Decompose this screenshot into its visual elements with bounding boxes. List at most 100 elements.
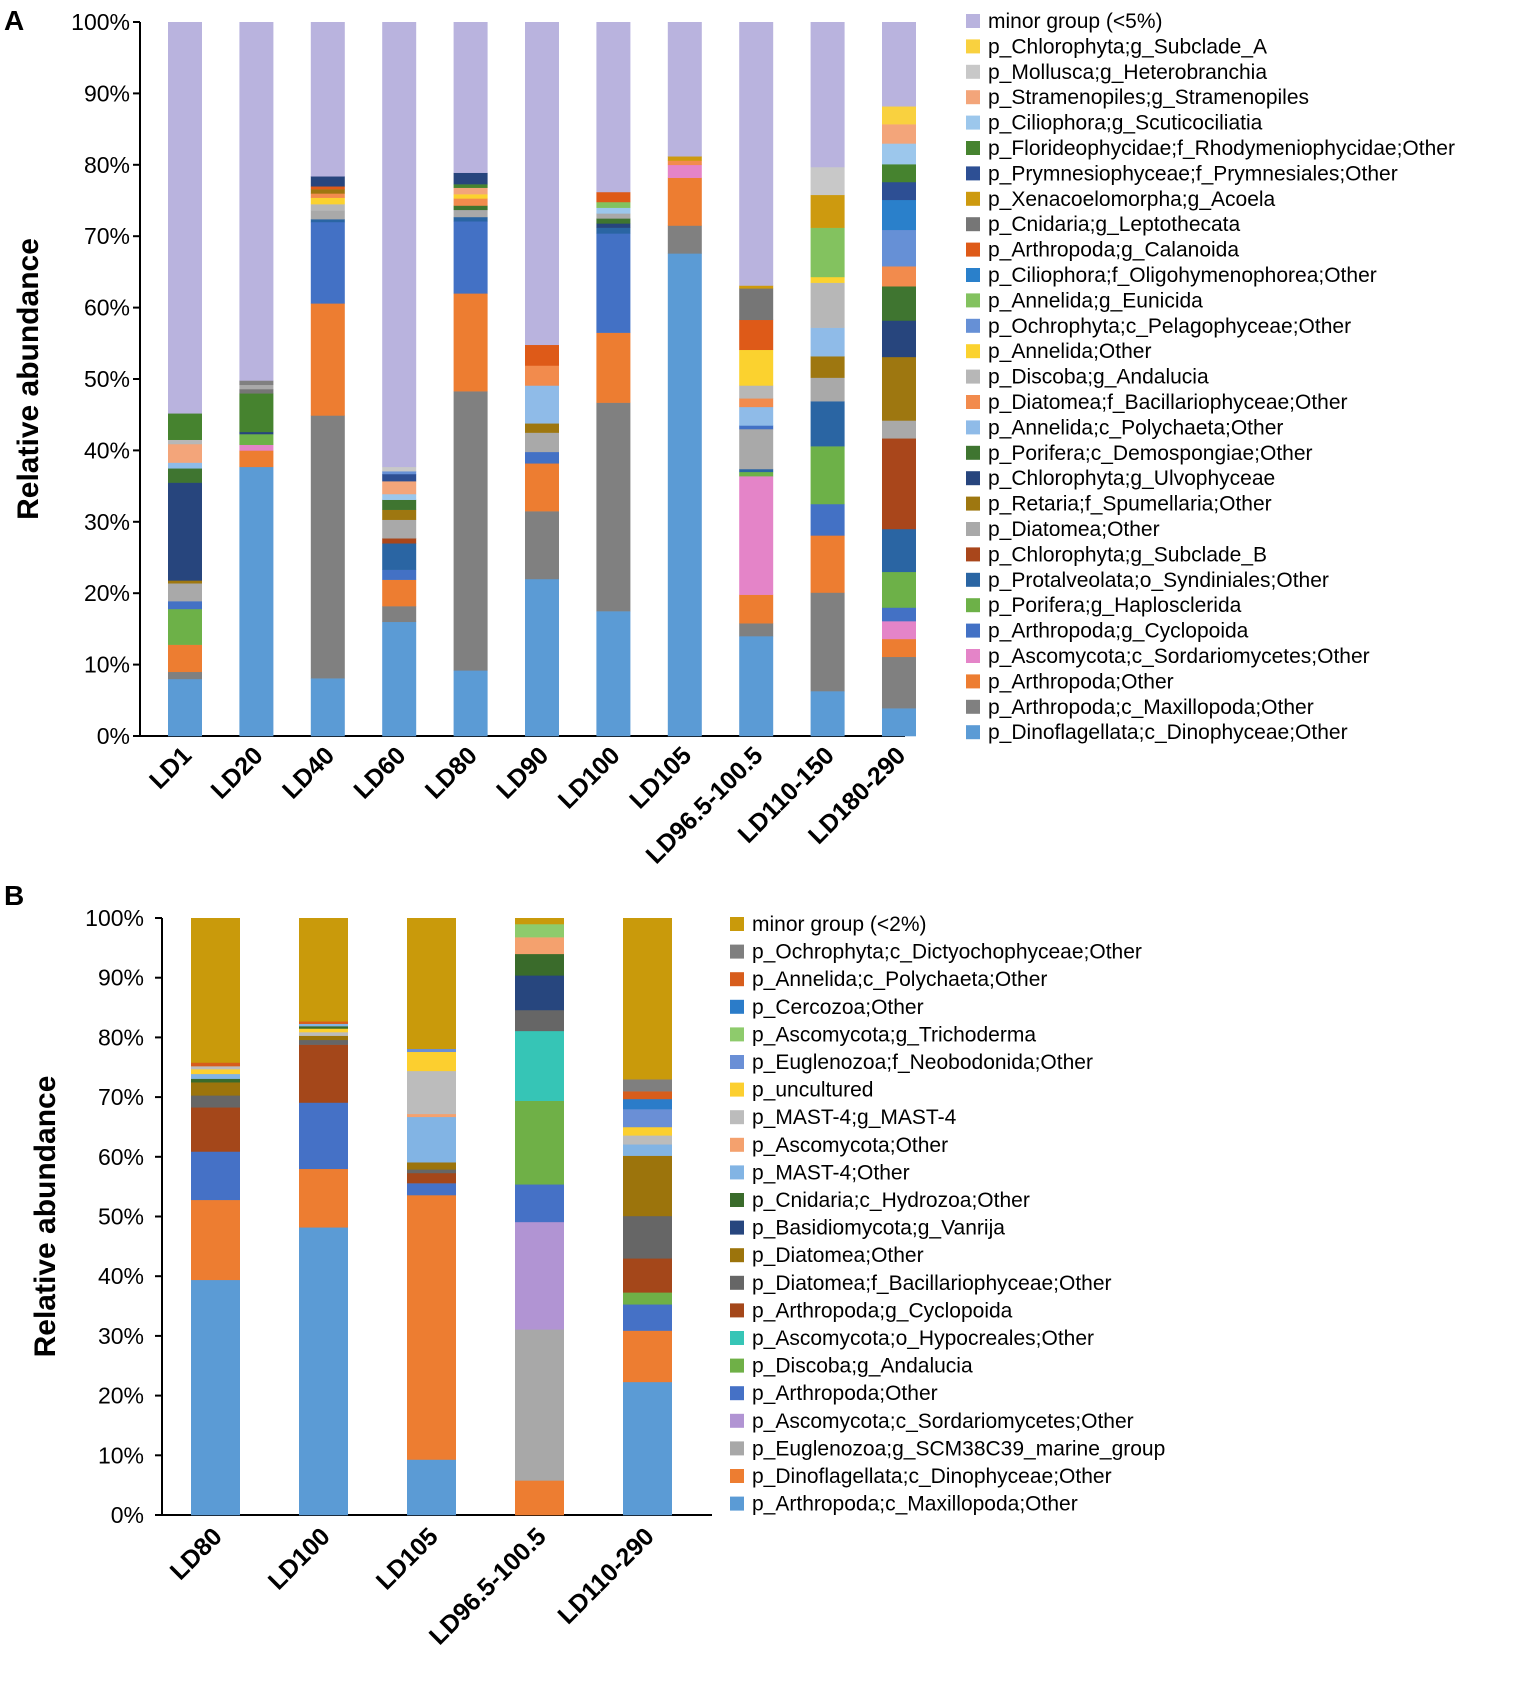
bar-segment-p-diatomea-f-bacillariophyceae-other [515, 1009, 564, 1032]
legend-label: p_Arthropoda;g_Cyclopoida [988, 620, 1249, 643]
legend-label: p_Arthropoda;g_Cyclopoida [752, 1299, 1013, 1322]
legend-item: minor group (<2%) [730, 913, 927, 936]
bar-segment-p-dinoflagellata-c-dinophyceae-other [453, 670, 488, 737]
legend-swatch [966, 725, 980, 740]
stacked-bar-ld110-150 [810, 22, 845, 737]
y-tick-label: 90% [84, 80, 130, 106]
bar-segment-p-stramenopiles-g-stramenopiles [882, 124, 916, 144]
legend-item: p_Cercozoa;Other [730, 996, 924, 1019]
bar-segment-p-diatomea-other [739, 428, 774, 470]
bar-segment-p-arthropoda-other [667, 177, 702, 226]
legend-item: p_Cnidaria;g_Leptothecata [966, 213, 1241, 236]
bar-segment-p-arthropoda-g-cyclopoida [739, 425, 774, 430]
x-tick-label: LD110-290 [552, 1522, 659, 1629]
bar-segment-p-chlorophyta-g-subclade-b [382, 538, 417, 544]
y-tick-label: 100% [71, 9, 130, 35]
y-tick-label: 10% [84, 652, 130, 678]
legend-swatch [730, 1027, 744, 1042]
bar-segment-p-dinoflagellata-c-dinophyceae-other [882, 708, 916, 737]
legend-swatch [966, 217, 980, 232]
bar-segment-p-mast-4-g-mast-4 [407, 1070, 456, 1115]
stacked-bar-ld100 [596, 22, 631, 737]
bar-segment-p-porifera-c-demospongiae-other [596, 218, 631, 224]
y-tick-label: 30% [98, 1323, 144, 1349]
bar-segment-p-chlorophyta-g-ulvophyceae [168, 482, 202, 581]
legend-item: p_Ascomycota;o_Hypocreales;Other [730, 1327, 1094, 1350]
y-tick-label: 10% [98, 1442, 144, 1468]
bar-segment-p-protalveolata-o-syndiniales-other [596, 227, 631, 234]
stacked-bar-ld80 [191, 918, 240, 1516]
legend-item: p_Mollusca;g_Heterobranchia [966, 61, 1267, 84]
bar-segment-p-arthropoda-other [382, 579, 417, 607]
stacked-bar-ld90 [525, 22, 559, 737]
legend-swatch [730, 1386, 744, 1401]
legend-item: p_Retaria;f_Spumellaria;Other [966, 493, 1272, 516]
bar-segment-p-chlorophyta-g-ulvophyceae [239, 431, 274, 435]
legend-swatch [966, 522, 980, 536]
bar-segment-p-chlorophyta-g-ulvophyceae [310, 176, 345, 187]
legend-swatch [966, 64, 980, 79]
bar-segment-p-arthropoda-g-cyclopoida [623, 1258, 672, 1293]
legend-swatch [730, 1165, 744, 1180]
legend-label: p_Diatomea;f_Bacillariophyceae;Other [988, 391, 1348, 414]
panel-b-chart: 0% 10% 20% 30% 40% 50% 60% 70% 80% 90% 100% Relativ… [29, 905, 1165, 1650]
y-tick-label: 30% [84, 509, 130, 535]
bar-segment-p-ascomycota-other [515, 937, 564, 955]
bar-segment-p-porifera-g-haplosclerida [810, 446, 845, 505]
legend-label: p_Dinoflagellata;c_Dinophyceae;Other [752, 1465, 1112, 1488]
bar-segment-p-arthropoda-other [623, 1304, 672, 1331]
legend-swatch [966, 547, 980, 562]
bar-segment-p-arthropoda-c-maxillopoda-other [882, 656, 916, 709]
legend-item: p_Discoba;g_Andalucia [966, 366, 1209, 389]
bar-segment-p-arthropoda-c-maxillopoda-other [310, 415, 345, 679]
legend-swatch [730, 1055, 744, 1069]
legend-label: p_Chlorophyta;g_Ulvophyceae [988, 467, 1275, 490]
bar-segment-p-annelida-other [810, 276, 845, 283]
bar-segment-p-diatomea-f-bacillariophyceae-other [310, 193, 345, 198]
bar-segment-p-cnidaria-c-hydrozoa-other [299, 1026, 348, 1029]
legend-label: p_Arthropoda;c_Maxillopoda;Other [752, 1493, 1078, 1516]
bar-segment-p-ascomycota-c-sordariomycetes-other [239, 444, 274, 451]
bar-segment-p-dinoflagellata-c-dinophyceae-other [667, 253, 702, 737]
bar-segment-p-arthropoda-c-maxillopoda-other [525, 511, 559, 580]
bar-segment-p-arthropoda-g-calanoida [739, 319, 774, 351]
stacked-bar-ld80 [453, 22, 488, 737]
bar-segment-p-cnidaria-g-leptothecata [239, 388, 274, 394]
bar-segment-p-arthropoda-c-maxillopoda-other [739, 623, 774, 637]
x-tick-label: LD1 [144, 741, 197, 794]
bar-segment-p-florideophycidae-f-rhodymeniophycidae-other [453, 184, 488, 188]
legend-label: p_Protalveolata;o_Syndiniales;Other [988, 569, 1329, 592]
bar-segment-p-diatomea-other [810, 377, 845, 402]
x-tick-label: LD100 [263, 1522, 336, 1595]
legend-swatch [966, 674, 980, 689]
bar-segment-p-cercozoa-other [623, 1098, 672, 1110]
legend-swatch [966, 445, 980, 460]
legend-item: p_Dinoflagellata;c_Dinophyceae;Other [966, 721, 1348, 744]
bar-segment-p-arthropoda-g-cyclopoida [596, 233, 631, 333]
legend-item: p_Diatomea;f_Bacillariophyceae;Other [966, 391, 1348, 414]
bar-segment-p-ascomycota-other [407, 1113, 456, 1118]
legend-item: p_Porifera;c_Demospongiae;Other [966, 442, 1313, 465]
y-axis-title: Relative abundance [12, 238, 45, 520]
x-tick-label: LD80 [165, 1522, 228, 1585]
legend-swatch [730, 1358, 744, 1373]
legend-swatch [730, 1110, 744, 1125]
legend-swatch [966, 598, 980, 613]
legend-label: p_Ascomycota;c_Sordariomycetes;Other [988, 645, 1370, 668]
bar-segment-p-arthropoda-c-maxillopoda-other [168, 671, 202, 680]
panel-a-chart: 0% 10% 20% 30% 40% 50% 60% 70% 80% 90% 100% Relativ… [12, 9, 1455, 869]
legend-label: p_Mollusca;g_Heterobranchia [988, 61, 1267, 84]
bar-segment-p-arthropoda-g-cyclopoida [453, 221, 488, 294]
bar-segment-minor-group-2 [407, 918, 456, 1050]
bar-segment-p-arthropoda-g-cyclopoida [310, 221, 345, 304]
legend-item: p_Arthropoda;c_Maxillopoda;Other [730, 1493, 1078, 1516]
bar-segment-minor-group-2 [191, 918, 240, 1063]
bar-segment-minor-group-5 [882, 22, 916, 107]
legend-label: p_MAST-4;g_MAST-4 [752, 1106, 957, 1129]
legend-swatch [966, 268, 980, 282]
bar-segment-p-uncultured [299, 1028, 348, 1033]
bar-segment-p-arthropoda-other [299, 1102, 348, 1170]
bar-segment-p-arthropoda-g-cyclopoida [810, 503, 845, 536]
legend-item: p_uncultured [730, 1079, 873, 1102]
legend-item: p_Euglenozoa;g_SCM38C39_marine_group [730, 1437, 1165, 1460]
